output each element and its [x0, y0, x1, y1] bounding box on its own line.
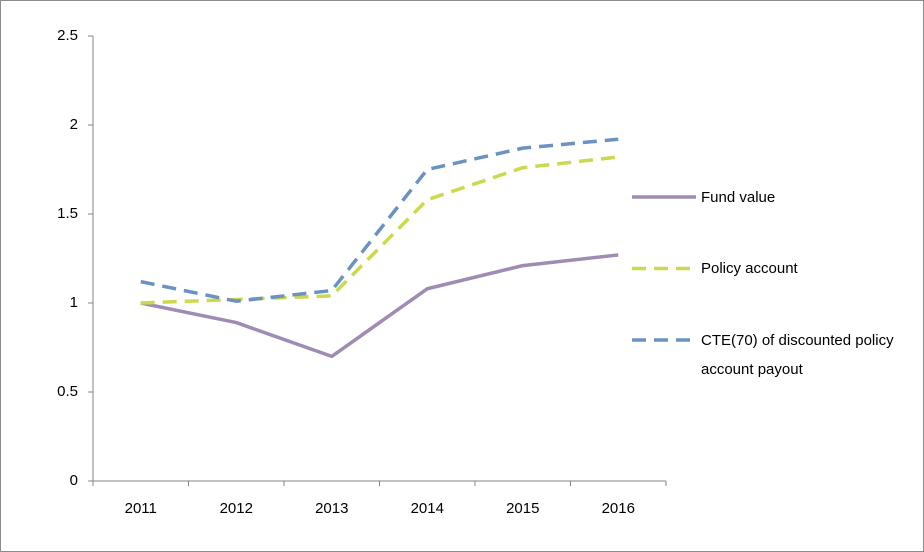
x-tick-label: 2012	[220, 500, 253, 517]
x-tick-label: 2013	[315, 500, 348, 517]
x-tick-label: 2011	[125, 500, 157, 517]
x-tick-label: 2016	[602, 500, 635, 517]
y-tick-label: 1	[70, 294, 78, 311]
x-tick-label: 2014	[411, 500, 444, 517]
y-tick-label: 2	[70, 116, 78, 133]
y-tick-label: 2.5	[57, 27, 78, 44]
y-tick-label: 1.5	[57, 205, 78, 222]
legend-label: Policy account	[701, 260, 798, 277]
legend-label: CTE(70) of discounted policy account pay…	[701, 331, 894, 378]
series-line	[140, 137, 619, 303]
legend-label: Fund value	[701, 188, 776, 206]
series-line	[140, 253, 619, 359]
series-line	[140, 155, 619, 305]
x-tick-label: 2015	[506, 500, 539, 517]
y-tick-label: 0.5	[57, 383, 78, 400]
y-tick-label: 0	[70, 472, 78, 489]
